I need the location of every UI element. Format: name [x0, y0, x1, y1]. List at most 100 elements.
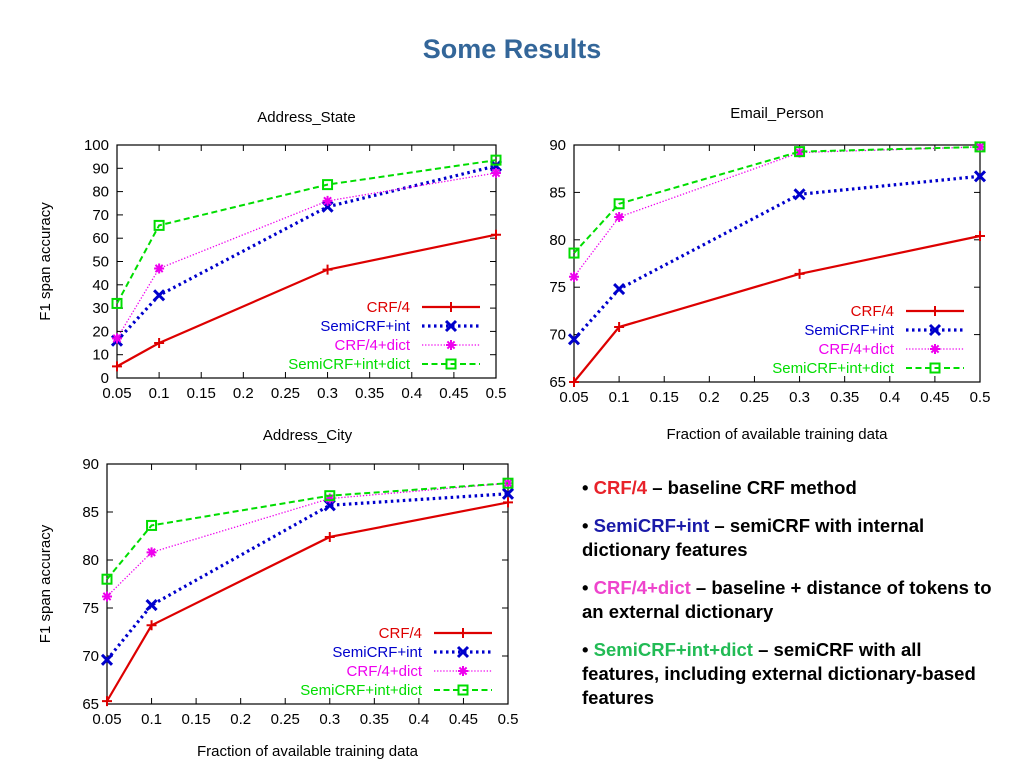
marker-square-shape	[929, 362, 941, 374]
slide-title: Some Results	[422, 34, 602, 64]
marker-square-shape	[445, 358, 457, 370]
legend-label: CRF/4	[851, 303, 894, 320]
legend-label: CRF/4+dict	[347, 663, 423, 680]
series-line	[106, 482, 509, 580]
marker-plus-shape	[614, 322, 625, 333]
y-tick-label: 20	[92, 323, 109, 340]
series-line	[116, 233, 497, 368]
series-crf-4-dict	[569, 141, 985, 282]
legend-label: CRF/4	[379, 625, 422, 642]
marker-cross-shape	[613, 283, 626, 296]
y-tick-label: 85	[549, 184, 566, 201]
marker-star-shape	[930, 344, 940, 354]
note-term: CRF/4	[593, 477, 648, 498]
data-point	[567, 333, 581, 346]
legend-item: CRF/4+dict	[335, 337, 480, 354]
marker-star-shape	[112, 333, 122, 344]
x-tick-label: 0.1	[609, 389, 630, 406]
data-point	[794, 147, 805, 158]
x-tick-label: 0.35	[355, 385, 384, 402]
series-line	[573, 145, 981, 254]
data-point	[794, 268, 805, 279]
marker-star-shape	[102, 591, 112, 602]
data-point	[112, 361, 122, 372]
legend-item: CRF/4	[379, 625, 492, 642]
marker-cross-shape	[153, 289, 166, 302]
y-tick-label: 70	[92, 207, 109, 224]
series-line	[115, 164, 497, 342]
note-term: CRF/4+dict	[593, 577, 691, 598]
marker-star-shape	[146, 547, 157, 558]
legend-item: SemiCRF+int	[804, 322, 964, 339]
marker-square-shape	[490, 154, 502, 166]
marker-square-shape	[153, 219, 165, 231]
marker-square-shape	[111, 297, 123, 309]
legend-marker	[456, 645, 470, 659]
series-semicrf-int	[100, 487, 515, 666]
data-point	[324, 490, 336, 502]
marker-star-shape	[975, 141, 985, 152]
y-axis-label: F1 span accuracy	[37, 524, 54, 643]
y-tick-label: 75	[549, 279, 566, 296]
y-tick-label: 80	[549, 232, 566, 249]
x-tick-label: 0.4	[879, 389, 900, 406]
series-semicrf-int-dict	[568, 141, 986, 259]
data-point	[793, 188, 806, 201]
data-point	[973, 170, 987, 183]
legend-label: SemiCRF+int	[332, 644, 422, 661]
legend-label: SemiCRF+int+dict	[300, 682, 423, 699]
data-point	[568, 247, 580, 259]
data-point	[146, 519, 158, 531]
data-point	[322, 264, 333, 275]
data-point	[569, 377, 579, 387]
marker-plus-shape	[324, 531, 335, 542]
marker-star-shape	[446, 340, 456, 350]
series-crf-4	[112, 229, 501, 372]
marker-star-shape	[324, 493, 335, 504]
y-tick-label: 85	[82, 504, 99, 521]
note-semicrf-int-dict: • SemiCRF+int+dict – semiCRF with all fe…	[582, 639, 976, 708]
x-axis-label: Fraction of available training data	[197, 743, 419, 760]
x-axis-label: Fraction of available training data	[667, 426, 889, 443]
marker-square-shape	[146, 519, 158, 531]
x-tick-label: 0.35	[830, 389, 859, 406]
data-point	[613, 283, 626, 296]
legend-marker	[444, 319, 458, 333]
note-term: SemiCRF+int	[593, 515, 710, 536]
marker-plus-shape	[491, 229, 501, 240]
series-line	[105, 492, 509, 661]
plot-frame	[106, 463, 509, 705]
x-tick-label: 0.5	[486, 385, 507, 402]
note-crf4: • CRF/4 – baseline CRF method	[582, 477, 857, 498]
data-point	[569, 271, 579, 282]
legend: CRF/4 SemiCRF+int CRF/4+dict SemiCRF+int+di…	[288, 299, 480, 373]
data-point	[102, 591, 112, 602]
data-point	[153, 219, 165, 231]
data-point	[503, 497, 513, 508]
data-point	[112, 333, 122, 344]
data-point	[100, 653, 114, 666]
marker-square-shape	[324, 490, 336, 502]
marker-star-shape	[794, 147, 805, 158]
x-tick-label: 0.1	[141, 711, 162, 728]
legend-marker	[457, 684, 469, 696]
marker-plus-shape	[975, 231, 985, 242]
legend-label: CRF/4+dict	[335, 337, 411, 354]
y-tick-label: 10	[92, 347, 109, 364]
y-tick-label: 90	[82, 456, 99, 473]
note-text: – baseline + distance of tokens to an ex…	[582, 577, 992, 622]
marker-plus-shape	[112, 361, 122, 372]
x-tick-label: 0.3	[789, 389, 810, 406]
data-point	[324, 493, 335, 504]
marker-plus-shape	[154, 338, 165, 349]
y-tick-label: 50	[92, 254, 109, 271]
data-point	[324, 531, 335, 542]
marker-cross-shape	[501, 487, 515, 500]
x-tick-label: 0.45	[449, 711, 478, 728]
data-point	[614, 212, 625, 223]
legend-item: CRF/4	[367, 299, 480, 316]
x-tick-label: 0.5	[498, 711, 519, 728]
legend-marker	[458, 628, 468, 638]
marker-plus-shape	[930, 306, 940, 316]
x-tick-label: 0.1	[149, 385, 170, 402]
